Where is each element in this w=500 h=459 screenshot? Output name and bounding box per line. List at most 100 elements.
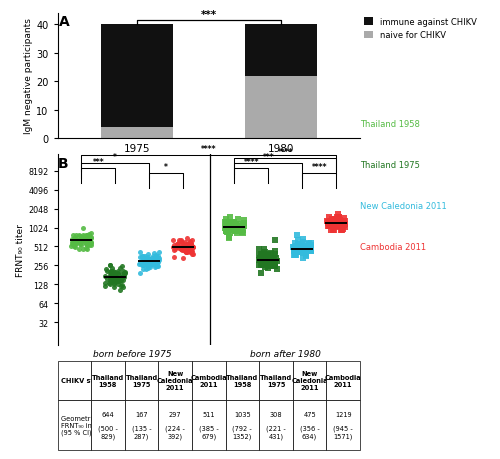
Point — [188, 251, 196, 258]
Point — [136, 260, 144, 268]
Point — [171, 246, 179, 253]
Point — [337, 222, 345, 229]
Point — [222, 226, 230, 233]
Point — [231, 220, 239, 228]
Text: ***: *** — [92, 158, 104, 167]
Point — [82, 237, 90, 245]
Point — [112, 273, 120, 280]
Point — [256, 254, 264, 262]
Point — [82, 246, 90, 253]
Point — [182, 246, 190, 253]
Point — [110, 274, 118, 281]
Point — [174, 241, 182, 249]
Point — [187, 247, 195, 254]
Point — [152, 252, 160, 259]
Point — [102, 268, 110, 275]
Point — [306, 246, 314, 254]
Point — [269, 257, 277, 264]
Point — [106, 274, 114, 282]
Point — [294, 237, 302, 245]
Point — [139, 253, 147, 260]
Text: A: A — [59, 15, 70, 29]
Point — [182, 243, 190, 251]
Point — [230, 219, 238, 226]
Point — [240, 217, 248, 224]
Point — [86, 239, 94, 246]
Point — [172, 244, 180, 252]
Point — [236, 223, 244, 230]
Point — [180, 243, 188, 251]
Point — [258, 251, 266, 258]
Point — [76, 232, 84, 239]
Point — [182, 249, 190, 256]
Point — [138, 261, 145, 268]
Text: ***: *** — [262, 152, 274, 162]
Point — [70, 236, 78, 243]
Point — [306, 247, 314, 254]
Text: ****: **** — [278, 148, 293, 157]
Point — [69, 232, 77, 239]
Point — [186, 245, 194, 252]
Point — [110, 273, 118, 280]
Point — [140, 252, 148, 260]
Point — [272, 259, 280, 267]
Point — [139, 262, 147, 269]
Text: *: * — [164, 163, 168, 172]
Point — [150, 250, 158, 257]
Point — [270, 263, 278, 270]
Point — [257, 251, 265, 258]
Point — [136, 261, 143, 268]
Point — [340, 215, 348, 222]
Point — [150, 260, 158, 267]
Point — [142, 262, 150, 269]
Point — [290, 252, 298, 259]
Point — [148, 255, 156, 263]
Point — [69, 240, 77, 247]
Point — [147, 260, 155, 267]
Point — [272, 263, 280, 270]
Point — [226, 230, 234, 237]
Point — [80, 236, 88, 243]
Point — [139, 261, 147, 269]
Point — [332, 224, 340, 231]
Point — [335, 223, 343, 230]
Point — [77, 235, 85, 242]
Point — [104, 280, 112, 287]
Point — [106, 261, 114, 269]
Point — [186, 249, 194, 257]
Point — [111, 270, 119, 278]
Point — [228, 225, 235, 232]
Point — [74, 246, 82, 253]
Point — [228, 219, 236, 227]
Point — [187, 240, 195, 247]
Point — [294, 245, 302, 252]
Point — [257, 256, 265, 263]
Point — [298, 236, 306, 244]
Point — [300, 255, 308, 263]
Point — [74, 239, 82, 246]
Point — [152, 257, 160, 264]
Point — [174, 239, 182, 246]
Point — [329, 221, 337, 228]
Bar — [245, 25, 317, 76]
Point — [268, 260, 276, 267]
Text: Thailand 1975: Thailand 1975 — [360, 161, 420, 169]
Point — [298, 243, 306, 251]
Point — [116, 274, 124, 282]
Point — [145, 261, 153, 269]
Point — [170, 254, 178, 261]
Point — [257, 269, 265, 277]
Point — [180, 245, 188, 252]
Point — [182, 239, 190, 246]
Point — [114, 281, 122, 288]
Point — [328, 220, 336, 227]
Point — [139, 255, 147, 263]
Point — [68, 241, 76, 248]
Point — [76, 241, 84, 248]
Point — [272, 251, 280, 258]
Point — [106, 268, 114, 275]
Point — [334, 223, 342, 230]
Point — [84, 230, 92, 238]
Point — [154, 260, 162, 267]
Text: ****: **** — [244, 158, 259, 167]
